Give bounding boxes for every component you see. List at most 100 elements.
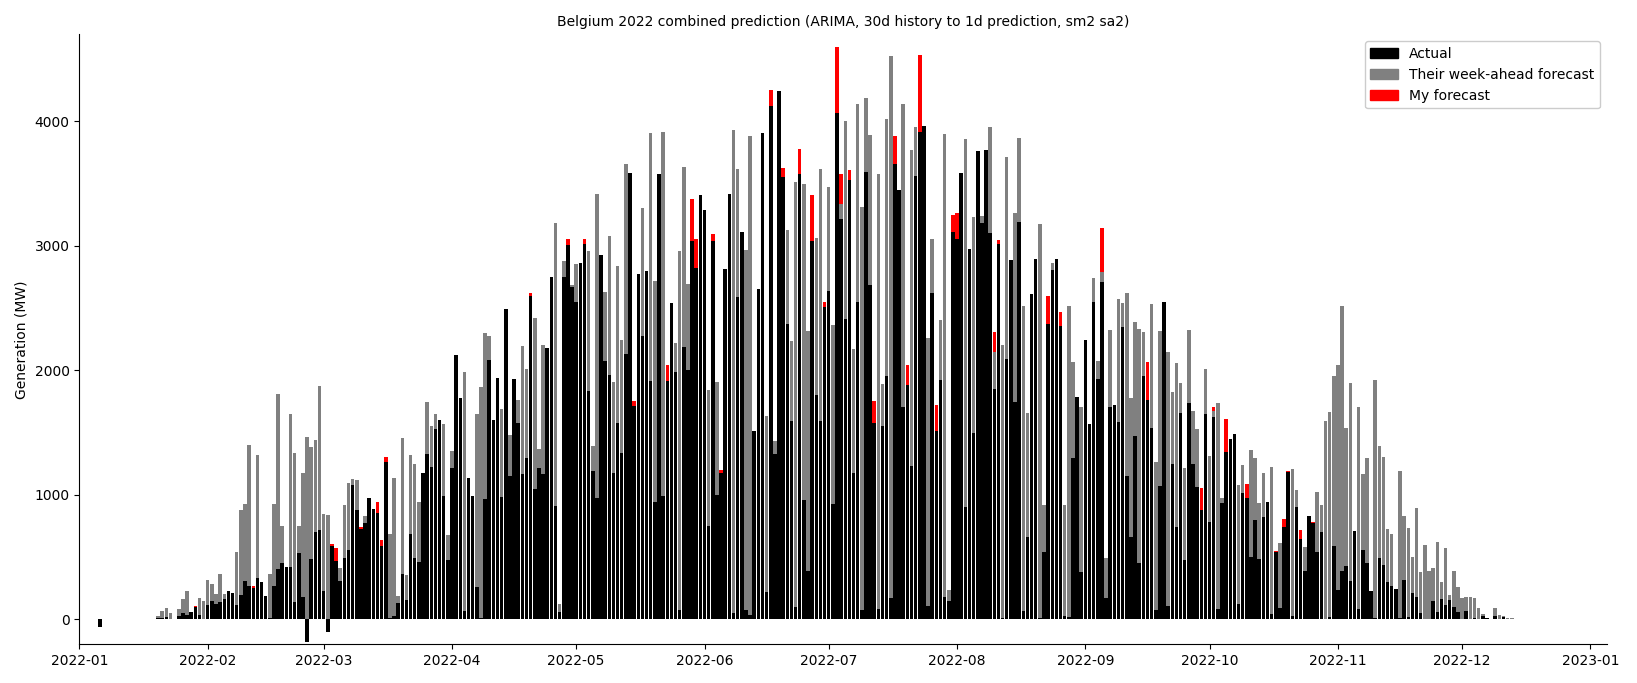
Bar [997,410,1000,619]
Bar [231,600,234,619]
Bar [272,504,275,619]
Bar [244,581,247,619]
Bar [707,527,710,619]
Bar [570,285,575,619]
Bar [1017,138,1021,619]
Bar [848,169,851,619]
Bar [591,471,594,619]
Bar [296,526,301,619]
Bar [1278,613,1282,619]
Bar [396,596,399,619]
Bar [724,321,727,619]
Bar [1092,285,1095,619]
Bar [629,198,632,619]
Bar [226,600,231,619]
Bar [255,573,259,619]
Bar [632,436,635,619]
Bar [429,426,434,619]
Bar [1493,608,1496,619]
Bar [260,582,264,619]
Bar [645,275,648,619]
Bar [165,617,169,619]
Bar [1493,616,1496,619]
Bar [561,262,565,619]
Bar [1282,518,1285,619]
Bar [367,510,372,619]
Bar [1026,537,1030,619]
Bar [210,585,214,619]
Bar [1149,305,1154,619]
Bar [1108,407,1112,619]
Bar [347,550,350,619]
Bar [1125,452,1128,619]
Bar [442,519,445,619]
Bar [1138,329,1141,619]
Bar [1319,531,1323,619]
Bar [1360,474,1365,619]
Bar [1149,406,1154,619]
Bar [1452,609,1455,619]
Bar [640,208,645,619]
Bar [972,433,976,619]
Bar [1241,465,1244,619]
Bar [1349,383,1352,619]
Bar [483,333,486,619]
Bar [789,341,794,619]
Bar [1506,618,1509,619]
Bar [334,561,337,619]
Bar [927,338,930,619]
Bar [740,436,743,619]
Bar [529,296,532,619]
Bar [226,591,231,619]
Bar [272,586,275,619]
Bar [653,281,656,619]
Bar [1390,589,1393,619]
Bar [745,615,748,619]
Bar [1216,609,1220,619]
Bar [769,90,773,619]
Bar [1051,272,1054,619]
Bar [488,339,491,619]
Bar [239,510,242,619]
Bar [1008,260,1013,619]
Bar [463,615,467,619]
Bar [1254,520,1257,619]
Bar [666,365,670,619]
Bar [781,618,784,619]
Bar [781,177,784,619]
Bar [902,104,905,619]
Bar [1141,351,1146,619]
Bar [1481,616,1485,619]
Bar [1233,436,1236,619]
Bar [1013,391,1017,619]
Bar [578,281,583,619]
Bar [214,594,218,619]
Bar [1352,542,1355,619]
Bar [599,303,602,619]
Bar [542,345,545,619]
Bar [280,563,283,619]
Bar [1192,410,1195,619]
Bar [537,472,540,619]
Bar [781,167,784,619]
Bar [1444,605,1447,619]
Bar [624,165,627,619]
Bar [450,455,453,619]
Bar [1477,608,1480,619]
Bar [309,447,313,619]
Bar [455,412,458,619]
Bar [789,421,794,619]
Bar [1406,528,1409,619]
Bar [409,523,413,619]
Bar [1203,369,1206,619]
Bar [1298,540,1303,619]
Bar [1265,502,1269,619]
Bar [913,176,917,619]
Bar [1501,616,1506,619]
Bar [778,155,781,619]
Bar [629,173,632,619]
Bar [1059,443,1062,619]
Bar [683,324,686,619]
Bar [935,432,938,619]
Bar [206,605,210,619]
